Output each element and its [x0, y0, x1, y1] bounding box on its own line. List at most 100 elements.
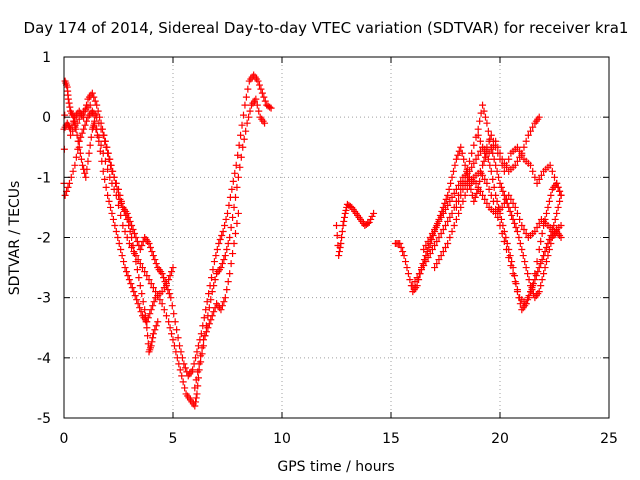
data-point — [102, 143, 110, 151]
data-point — [78, 129, 86, 137]
data-point — [83, 165, 91, 173]
data-point — [537, 238, 545, 246]
data-point — [435, 234, 443, 241]
data-point — [447, 179, 455, 187]
data-point — [261, 97, 269, 105]
x-tick-label: 15 — [382, 431, 400, 447]
data-point — [545, 197, 553, 205]
data-point — [146, 244, 154, 252]
data-point — [97, 141, 105, 149]
data-point — [154, 292, 162, 300]
data-point — [67, 131, 75, 139]
data-point — [137, 308, 145, 316]
data-point — [165, 276, 173, 284]
data-point — [148, 338, 156, 346]
data-point — [266, 103, 274, 111]
data-point — [238, 121, 246, 129]
data-point — [446, 197, 454, 205]
data-point — [511, 219, 519, 227]
data-point — [193, 390, 201, 398]
data-point — [218, 231, 226, 239]
data-point — [470, 197, 478, 205]
y-tick-labels: -5 -4 -3 -2 -1 0 1 — [37, 50, 51, 427]
data-point — [531, 173, 539, 181]
data-point — [109, 215, 117, 223]
data-point — [433, 260, 441, 268]
data-point — [452, 203, 460, 211]
data-point — [527, 288, 535, 296]
data-point — [448, 193, 456, 201]
data-point — [125, 276, 133, 284]
data-point — [99, 167, 107, 175]
data-point — [246, 107, 254, 115]
data-point — [173, 326, 181, 334]
data-point — [222, 215, 230, 223]
data-point — [134, 300, 142, 308]
data-point — [499, 187, 507, 195]
data-point — [505, 203, 513, 211]
data-point — [115, 201, 122, 209]
data-point — [364, 219, 372, 227]
y-tick-label: -2 — [37, 231, 51, 247]
data-point — [424, 238, 432, 246]
data-point — [498, 203, 506, 211]
data-point — [91, 117, 99, 125]
data-point — [192, 354, 200, 362]
data-point — [476, 137, 484, 145]
data-point — [145, 276, 153, 284]
data-point — [227, 223, 235, 231]
data-point — [554, 183, 562, 191]
data-point — [147, 342, 155, 350]
y-tick-label: 1 — [42, 50, 51, 66]
data-point — [218, 302, 226, 310]
data-point — [234, 173, 242, 181]
data-point — [91, 97, 99, 105]
data-point — [93, 101, 101, 109]
data-point — [340, 217, 348, 225]
data-point — [221, 252, 229, 260]
data-point — [529, 123, 537, 131]
data-point — [493, 167, 501, 175]
data-point — [461, 161, 469, 169]
data-point — [74, 145, 82, 153]
data-point — [342, 206, 350, 214]
data-point — [428, 229, 436, 237]
data-point — [168, 330, 176, 338]
data-point — [468, 163, 476, 171]
data-point — [513, 157, 521, 165]
data-point — [111, 221, 119, 229]
data-point — [233, 183, 241, 191]
data-point — [101, 137, 109, 145]
data-point — [208, 274, 216, 282]
data-point — [557, 191, 565, 199]
data-point — [404, 270, 412, 278]
data-point — [69, 127, 77, 135]
data-point — [203, 298, 211, 306]
data-point — [516, 240, 524, 248]
data-point — [506, 207, 514, 215]
data-point — [489, 137, 497, 145]
axis-ticks — [63, 56, 610, 419]
data-point — [226, 270, 234, 278]
data-point — [241, 101, 249, 109]
data-point — [108, 167, 116, 175]
data-point — [513, 143, 521, 151]
data-point — [337, 240, 345, 248]
data-point — [192, 394, 200, 402]
data-point — [485, 185, 493, 193]
data-point — [483, 199, 491, 207]
data-point — [544, 203, 552, 211]
data-point — [192, 376, 200, 384]
data-point — [474, 151, 482, 159]
data-point — [134, 256, 142, 264]
data-point — [500, 167, 508, 175]
data-point — [535, 175, 543, 183]
data-point — [533, 179, 541, 187]
data-point — [367, 215, 375, 223]
data-point — [104, 165, 112, 173]
data-point — [207, 316, 215, 324]
data-point — [497, 183, 505, 191]
data-point — [518, 151, 526, 159]
data-point — [502, 234, 510, 241]
data-point — [107, 203, 115, 211]
